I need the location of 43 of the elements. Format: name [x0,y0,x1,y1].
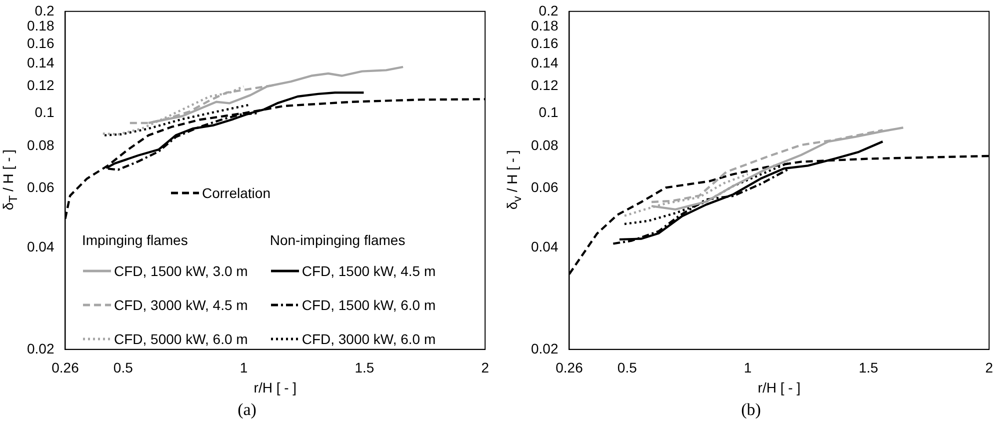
x-tick-label: 0.5 [113,360,134,376]
x-tick-label: 2 [481,360,490,376]
y-tick-label: 0.12 [27,77,54,94]
x-tick-label: 0.26 [52,360,80,376]
x-axis-title: r/H [ - ] [758,379,801,396]
y-tick-label: 0.12 [531,77,558,94]
text: (a) [236,400,258,420]
legend-label: Correlation [202,185,270,201]
y-tick-label: 0.2 [538,2,558,18]
y-tick-label: 0.14 [27,54,54,71]
annotation: Impinging flames [82,232,189,250]
legend-label: CFD, 1500 kW, 3.0 m [114,263,248,279]
y-tick-label: 0.18 [531,18,558,34]
legend-label: CFD, 3000 kW, 6.0 m [302,331,436,347]
y-tick-label: 0.02 [27,340,54,356]
legend-label: CFD, 5000 kW, 6.0 m [114,331,248,347]
legend-label: CFD, 1500 kW, 4.5 m [302,263,436,279]
annotation: Non-impinging flames [270,232,406,250]
y-tick-label: 0.16 [27,35,54,52]
y-tick-label: 0.04 [531,238,558,255]
y-tick-label: 0.08 [27,136,54,153]
x-axis-title: r/H [ - ] [254,379,297,396]
y-tick-label: 0.16 [531,35,558,52]
x-tick-label: 1.5 [858,360,878,376]
y-tick-label: 0.1 [34,104,54,120]
x-tick-label: 1.5 [354,360,374,376]
x-tick-label: 0.5 [617,360,638,376]
text: (b) [740,400,762,420]
y-tick-label: 0.06 [531,178,558,195]
y-tick-label: 0.06 [27,178,54,195]
x-tick-label: 0.26 [556,360,584,376]
x-tick-label: 1 [744,360,752,376]
y-tick-label: 0.14 [531,54,558,71]
y-tick-label: 0.04 [27,238,54,255]
y-tick-label: 0.18 [27,18,54,34]
x-tick-label: 1 [240,360,248,376]
legend-label: CFD, 3000 kW, 4.5 m [114,297,248,313]
y-tick-label: 0.02 [531,340,558,356]
y-tick-label: 0.08 [531,136,558,153]
y-tick-label: 0.1 [538,104,558,120]
y-tick-label: 0.2 [34,2,54,18]
legend-label: CFD, 1500 kW, 6.0 m [302,297,436,313]
x-tick-label: 2 [985,360,994,376]
